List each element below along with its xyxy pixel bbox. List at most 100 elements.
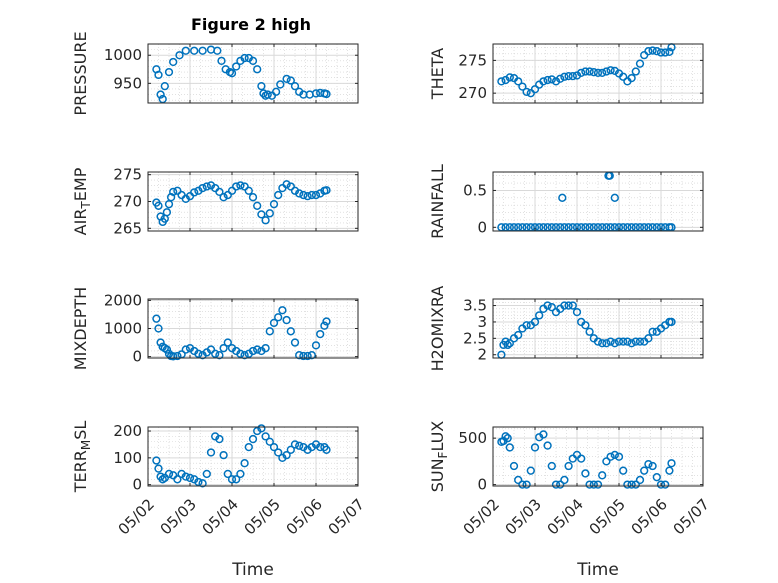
data-point — [236, 469, 245, 479]
data-point — [648, 461, 657, 471]
data-point — [217, 56, 226, 66]
data-point — [202, 469, 211, 479]
data-point — [606, 337, 615, 346]
y-tick-label: 0 — [132, 476, 142, 494]
data-point — [274, 313, 283, 322]
x-tick-label: 05/04 — [199, 495, 242, 538]
y-axis-label: TERRMSL — [71, 421, 93, 494]
x-tick-label: 05/03 — [502, 495, 545, 538]
data-point — [253, 201, 262, 210]
data-point — [602, 339, 611, 348]
x-tick-label: 05/05 — [586, 495, 629, 538]
axes-box — [147, 426, 359, 487]
data-point — [518, 480, 527, 489]
data-point — [631, 480, 640, 489]
data-point — [248, 434, 258, 444]
x-tick-label: 05/07 — [325, 495, 368, 538]
data-point — [316, 329, 325, 339]
data-point — [286, 76, 295, 85]
data-point — [551, 480, 561, 489]
data-point — [282, 315, 291, 325]
data-point — [307, 351, 316, 360]
y-tick-label: 100 — [113, 449, 142, 467]
data-point — [322, 317, 331, 326]
data-point — [602, 67, 611, 76]
data-point — [244, 186, 253, 195]
data-point — [169, 352, 178, 361]
data-point — [181, 472, 190, 481]
y-tick-label: 0 — [477, 476, 487, 494]
data-point — [564, 301, 573, 310]
data-point — [656, 48, 666, 57]
data-point — [635, 475, 645, 485]
subplot-3: 265 270 275 AIRTEMP — [71, 166, 359, 237]
data-point — [232, 182, 241, 191]
data-point — [322, 186, 331, 195]
data-point — [240, 459, 249, 468]
data-point — [175, 51, 184, 60]
y-tick-label: 0 — [477, 218, 487, 236]
data-point — [215, 187, 224, 196]
data-point — [522, 321, 531, 330]
data-point — [223, 469, 232, 479]
data-point — [640, 466, 649, 475]
y-tick-label: 275 — [113, 166, 142, 184]
data-point — [299, 190, 308, 200]
data-point — [265, 209, 274, 218]
data-point — [164, 469, 174, 479]
data-point — [522, 87, 531, 97]
data-point — [581, 469, 590, 478]
data-point — [614, 452, 624, 461]
data-point — [219, 344, 228, 353]
data-point — [152, 314, 161, 323]
y-axis-label: SUNFLUX — [428, 421, 450, 493]
y-tick-label: 200 — [113, 422, 142, 440]
y-axis-label: H2OMIXRA — [428, 286, 447, 372]
data-point — [627, 480, 636, 489]
data-point — [593, 337, 603, 346]
data-point — [269, 318, 279, 328]
y-tick-label: 1000 — [104, 46, 142, 64]
data-point — [164, 67, 174, 77]
data-point — [259, 89, 268, 98]
data-point — [593, 480, 603, 489]
data-point — [522, 480, 531, 489]
data-point — [190, 188, 199, 197]
data-point — [644, 460, 653, 469]
data-point — [213, 46, 222, 55]
data-point — [152, 456, 161, 465]
data-point — [282, 180, 291, 189]
y-tick-label: 3 — [477, 313, 487, 331]
x-tick-label: 05/04 — [544, 495, 587, 538]
data-point — [505, 443, 514, 452]
data-point — [530, 85, 540, 94]
x-axis-label: Time — [231, 560, 274, 580]
data-point — [585, 327, 594, 336]
y-axis-label: PRESSURE — [71, 31, 90, 115]
x-tick-label: 05/02 — [460, 495, 503, 538]
data-point — [257, 210, 266, 219]
data-point — [162, 345, 172, 354]
y-axis-label: AIRTEMP — [71, 167, 93, 235]
data-point — [295, 351, 304, 360]
axes-box — [492, 298, 704, 359]
data-point — [648, 327, 657, 336]
data-point — [667, 459, 676, 468]
data-point — [505, 73, 514, 82]
data-point — [619, 72, 628, 81]
data-point — [505, 339, 514, 348]
data-point — [560, 475, 569, 485]
data-point — [543, 441, 552, 450]
data-point — [606, 452, 615, 461]
y-tick-label: 2.5 — [463, 329, 487, 347]
data-point — [169, 187, 178, 196]
data-point — [543, 301, 552, 310]
data-point — [501, 432, 510, 441]
data-point — [648, 46, 657, 55]
data-point — [269, 200, 279, 209]
data-point — [173, 186, 182, 195]
data-point — [173, 475, 182, 484]
data-point — [509, 461, 519, 471]
y-axis-label: RAINFALL — [428, 164, 447, 239]
data-point — [185, 473, 195, 483]
